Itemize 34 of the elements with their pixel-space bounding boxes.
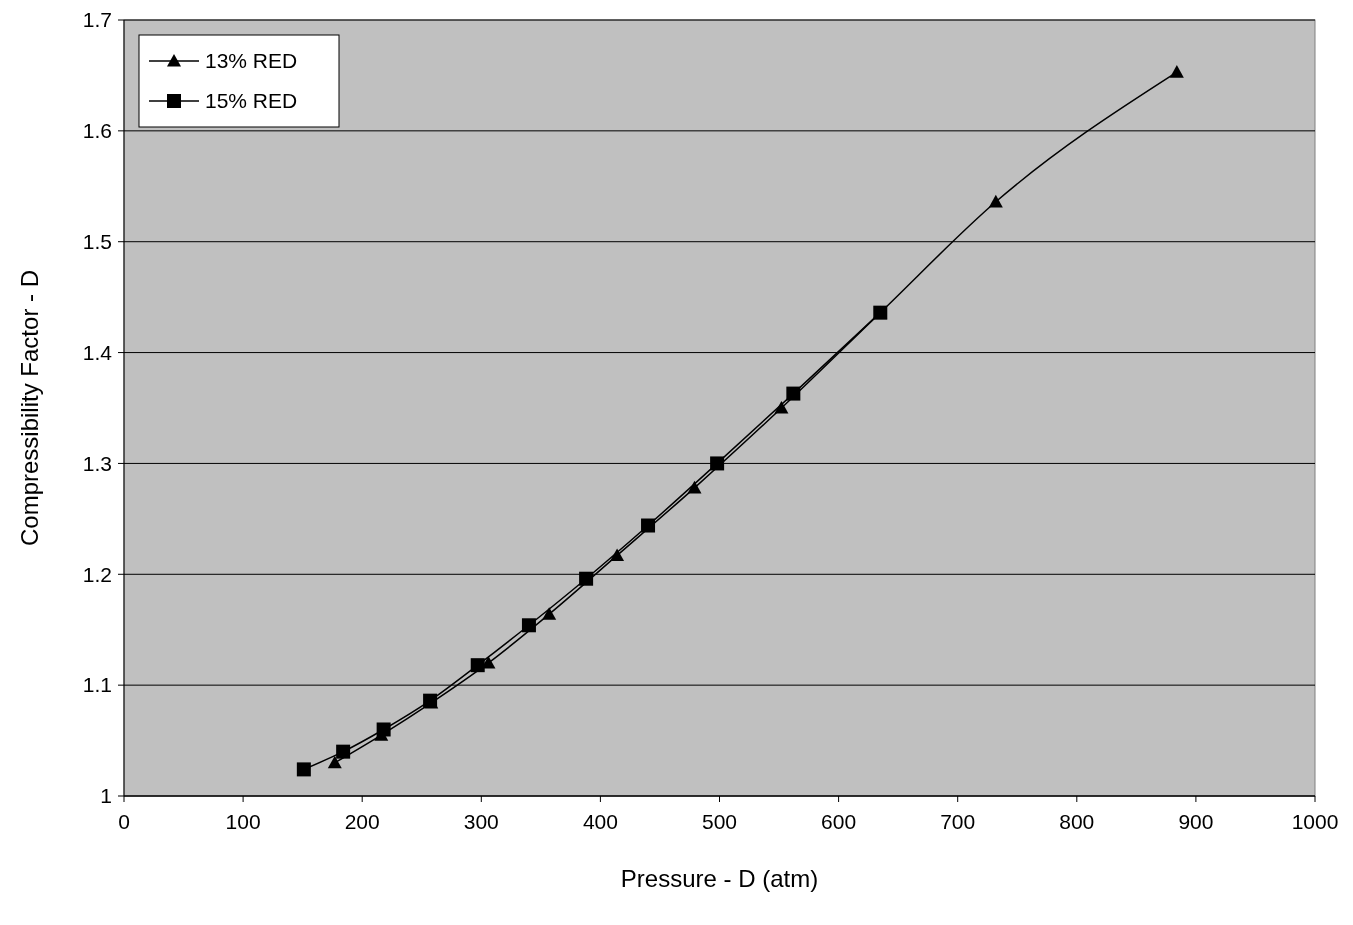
x-tick-label: 400 (582, 810, 618, 833)
x-tick-label: 500 (701, 810, 738, 833)
y-tick-label: 1.6 (82, 119, 112, 143)
y-tick-label: 1.3 (82, 451, 112, 475)
point (710, 456, 725, 471)
x-tick-label: 300 (463, 810, 499, 833)
x-tick-label: 0 (118, 810, 130, 833)
point (336, 744, 351, 759)
x-tick-label: 800 (1059, 810, 1095, 833)
x-axis-title: Pressure - D (atm) (620, 865, 819, 892)
point (1169, 65, 1184, 78)
point (687, 480, 702, 494)
y-tick-label: 1.7 (82, 8, 112, 32)
point (988, 194, 1003, 208)
point (610, 548, 625, 562)
point (296, 762, 311, 777)
x-tick-label: 1000 (1291, 810, 1339, 833)
point (327, 755, 342, 769)
y-tick-label: 1 (100, 784, 112, 808)
legend-label: 15% RED (205, 89, 298, 113)
y-tick-label: 1.1 (82, 673, 112, 697)
y-tick-label: 1.4 (82, 340, 113, 364)
y-tick-label: 1.5 (82, 230, 112, 254)
x-tick-label: 100 (225, 810, 261, 833)
y-tick-label: 1.2 (82, 562, 112, 586)
point (542, 607, 557, 620)
x-tick-label: 600 (821, 810, 857, 833)
point (774, 401, 789, 414)
x-tick-label: 200 (344, 810, 380, 833)
legend-label: 13% RED (205, 49, 298, 73)
x-tick-label: 700 (940, 810, 976, 833)
y-axis-title: Compressibility Factor - D (16, 269, 43, 547)
x-tick-label: 900 (1178, 810, 1214, 833)
point (521, 618, 536, 633)
